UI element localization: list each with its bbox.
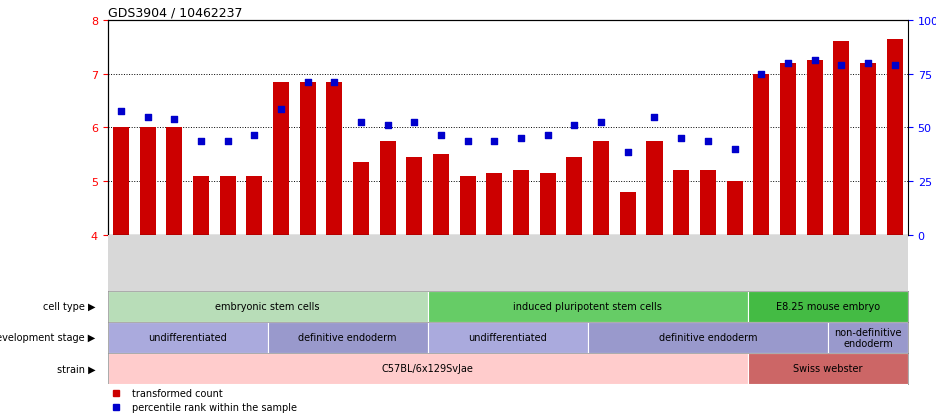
Bar bbox=[807, 61, 823, 235]
Text: undifferentiated: undifferentiated bbox=[148, 332, 227, 343]
Point bbox=[300, 79, 315, 86]
Point bbox=[113, 109, 128, 115]
Bar bbox=[406, 157, 422, 235]
Text: induced pluripotent stem cells: induced pluripotent stem cells bbox=[513, 301, 663, 312]
Point bbox=[540, 133, 555, 140]
Text: E8.25 mouse embryo: E8.25 mouse embryo bbox=[776, 301, 880, 312]
Bar bbox=[860, 64, 876, 235]
Point bbox=[753, 71, 768, 78]
Point bbox=[700, 138, 715, 145]
Bar bbox=[428, 291, 748, 322]
Bar bbox=[300, 83, 315, 235]
Bar bbox=[540, 173, 556, 235]
Bar bbox=[748, 353, 908, 384]
Point bbox=[220, 138, 235, 145]
Point bbox=[433, 133, 448, 140]
Bar bbox=[833, 42, 849, 235]
Point bbox=[567, 122, 582, 129]
Bar bbox=[268, 322, 428, 353]
Text: non-definitive
endoderm: non-definitive endoderm bbox=[834, 327, 901, 349]
Point bbox=[327, 79, 342, 86]
Point bbox=[593, 119, 608, 126]
Bar bbox=[748, 291, 908, 322]
Text: C57BL/6x129SvJae: C57BL/6x129SvJae bbox=[382, 363, 474, 374]
Bar bbox=[620, 192, 636, 235]
Point bbox=[407, 119, 422, 126]
Text: development stage ▶: development stage ▶ bbox=[0, 332, 95, 343]
Text: definitive endoderm: definitive endoderm bbox=[659, 332, 757, 343]
Point bbox=[247, 133, 262, 140]
Text: undifferentiated: undifferentiated bbox=[468, 332, 548, 343]
Bar bbox=[220, 176, 236, 235]
Point bbox=[834, 63, 849, 69]
Bar bbox=[566, 157, 582, 235]
Bar bbox=[246, 176, 262, 235]
Bar bbox=[327, 83, 343, 235]
Text: GDS3904 / 10462237: GDS3904 / 10462237 bbox=[108, 7, 242, 19]
Text: definitive endoderm: definitive endoderm bbox=[299, 332, 397, 343]
Text: embryonic stem cells: embryonic stem cells bbox=[215, 301, 320, 312]
Text: Swiss webster: Swiss webster bbox=[793, 363, 863, 374]
Bar bbox=[139, 128, 155, 235]
Text: cell type ▶: cell type ▶ bbox=[43, 301, 95, 312]
Bar bbox=[353, 163, 369, 235]
Bar bbox=[113, 128, 129, 235]
Point bbox=[167, 116, 182, 123]
Point bbox=[487, 138, 502, 145]
Bar bbox=[673, 171, 689, 235]
Point bbox=[273, 106, 288, 112]
Point bbox=[727, 146, 742, 153]
Point bbox=[461, 138, 475, 145]
Point bbox=[140, 114, 155, 121]
Bar bbox=[726, 182, 742, 235]
Point bbox=[354, 119, 369, 126]
Bar bbox=[753, 74, 769, 235]
Bar bbox=[593, 141, 609, 235]
Bar bbox=[886, 39, 902, 235]
Point bbox=[674, 135, 689, 142]
Bar bbox=[828, 322, 908, 353]
Bar bbox=[380, 141, 396, 235]
Bar bbox=[428, 322, 588, 353]
Point bbox=[781, 60, 796, 67]
Bar bbox=[167, 128, 183, 235]
Text: percentile rank within the sample: percentile rank within the sample bbox=[132, 402, 297, 412]
Point bbox=[860, 60, 875, 67]
Point bbox=[807, 57, 822, 64]
Bar bbox=[780, 64, 796, 235]
Bar bbox=[700, 171, 716, 235]
Bar bbox=[460, 176, 475, 235]
Point bbox=[647, 114, 662, 121]
Point bbox=[194, 138, 209, 145]
Bar bbox=[433, 155, 449, 235]
Bar bbox=[273, 83, 289, 235]
Bar bbox=[108, 291, 428, 322]
Bar bbox=[513, 171, 529, 235]
Bar bbox=[108, 353, 748, 384]
Bar bbox=[193, 176, 209, 235]
Text: transformed count: transformed count bbox=[132, 388, 223, 398]
Bar bbox=[588, 322, 828, 353]
Bar bbox=[647, 141, 663, 235]
Bar bbox=[487, 173, 503, 235]
Point bbox=[621, 149, 636, 155]
Point bbox=[380, 122, 395, 129]
Point bbox=[514, 135, 529, 142]
Text: strain ▶: strain ▶ bbox=[57, 363, 95, 374]
Point bbox=[887, 63, 902, 69]
Bar bbox=[108, 322, 268, 353]
